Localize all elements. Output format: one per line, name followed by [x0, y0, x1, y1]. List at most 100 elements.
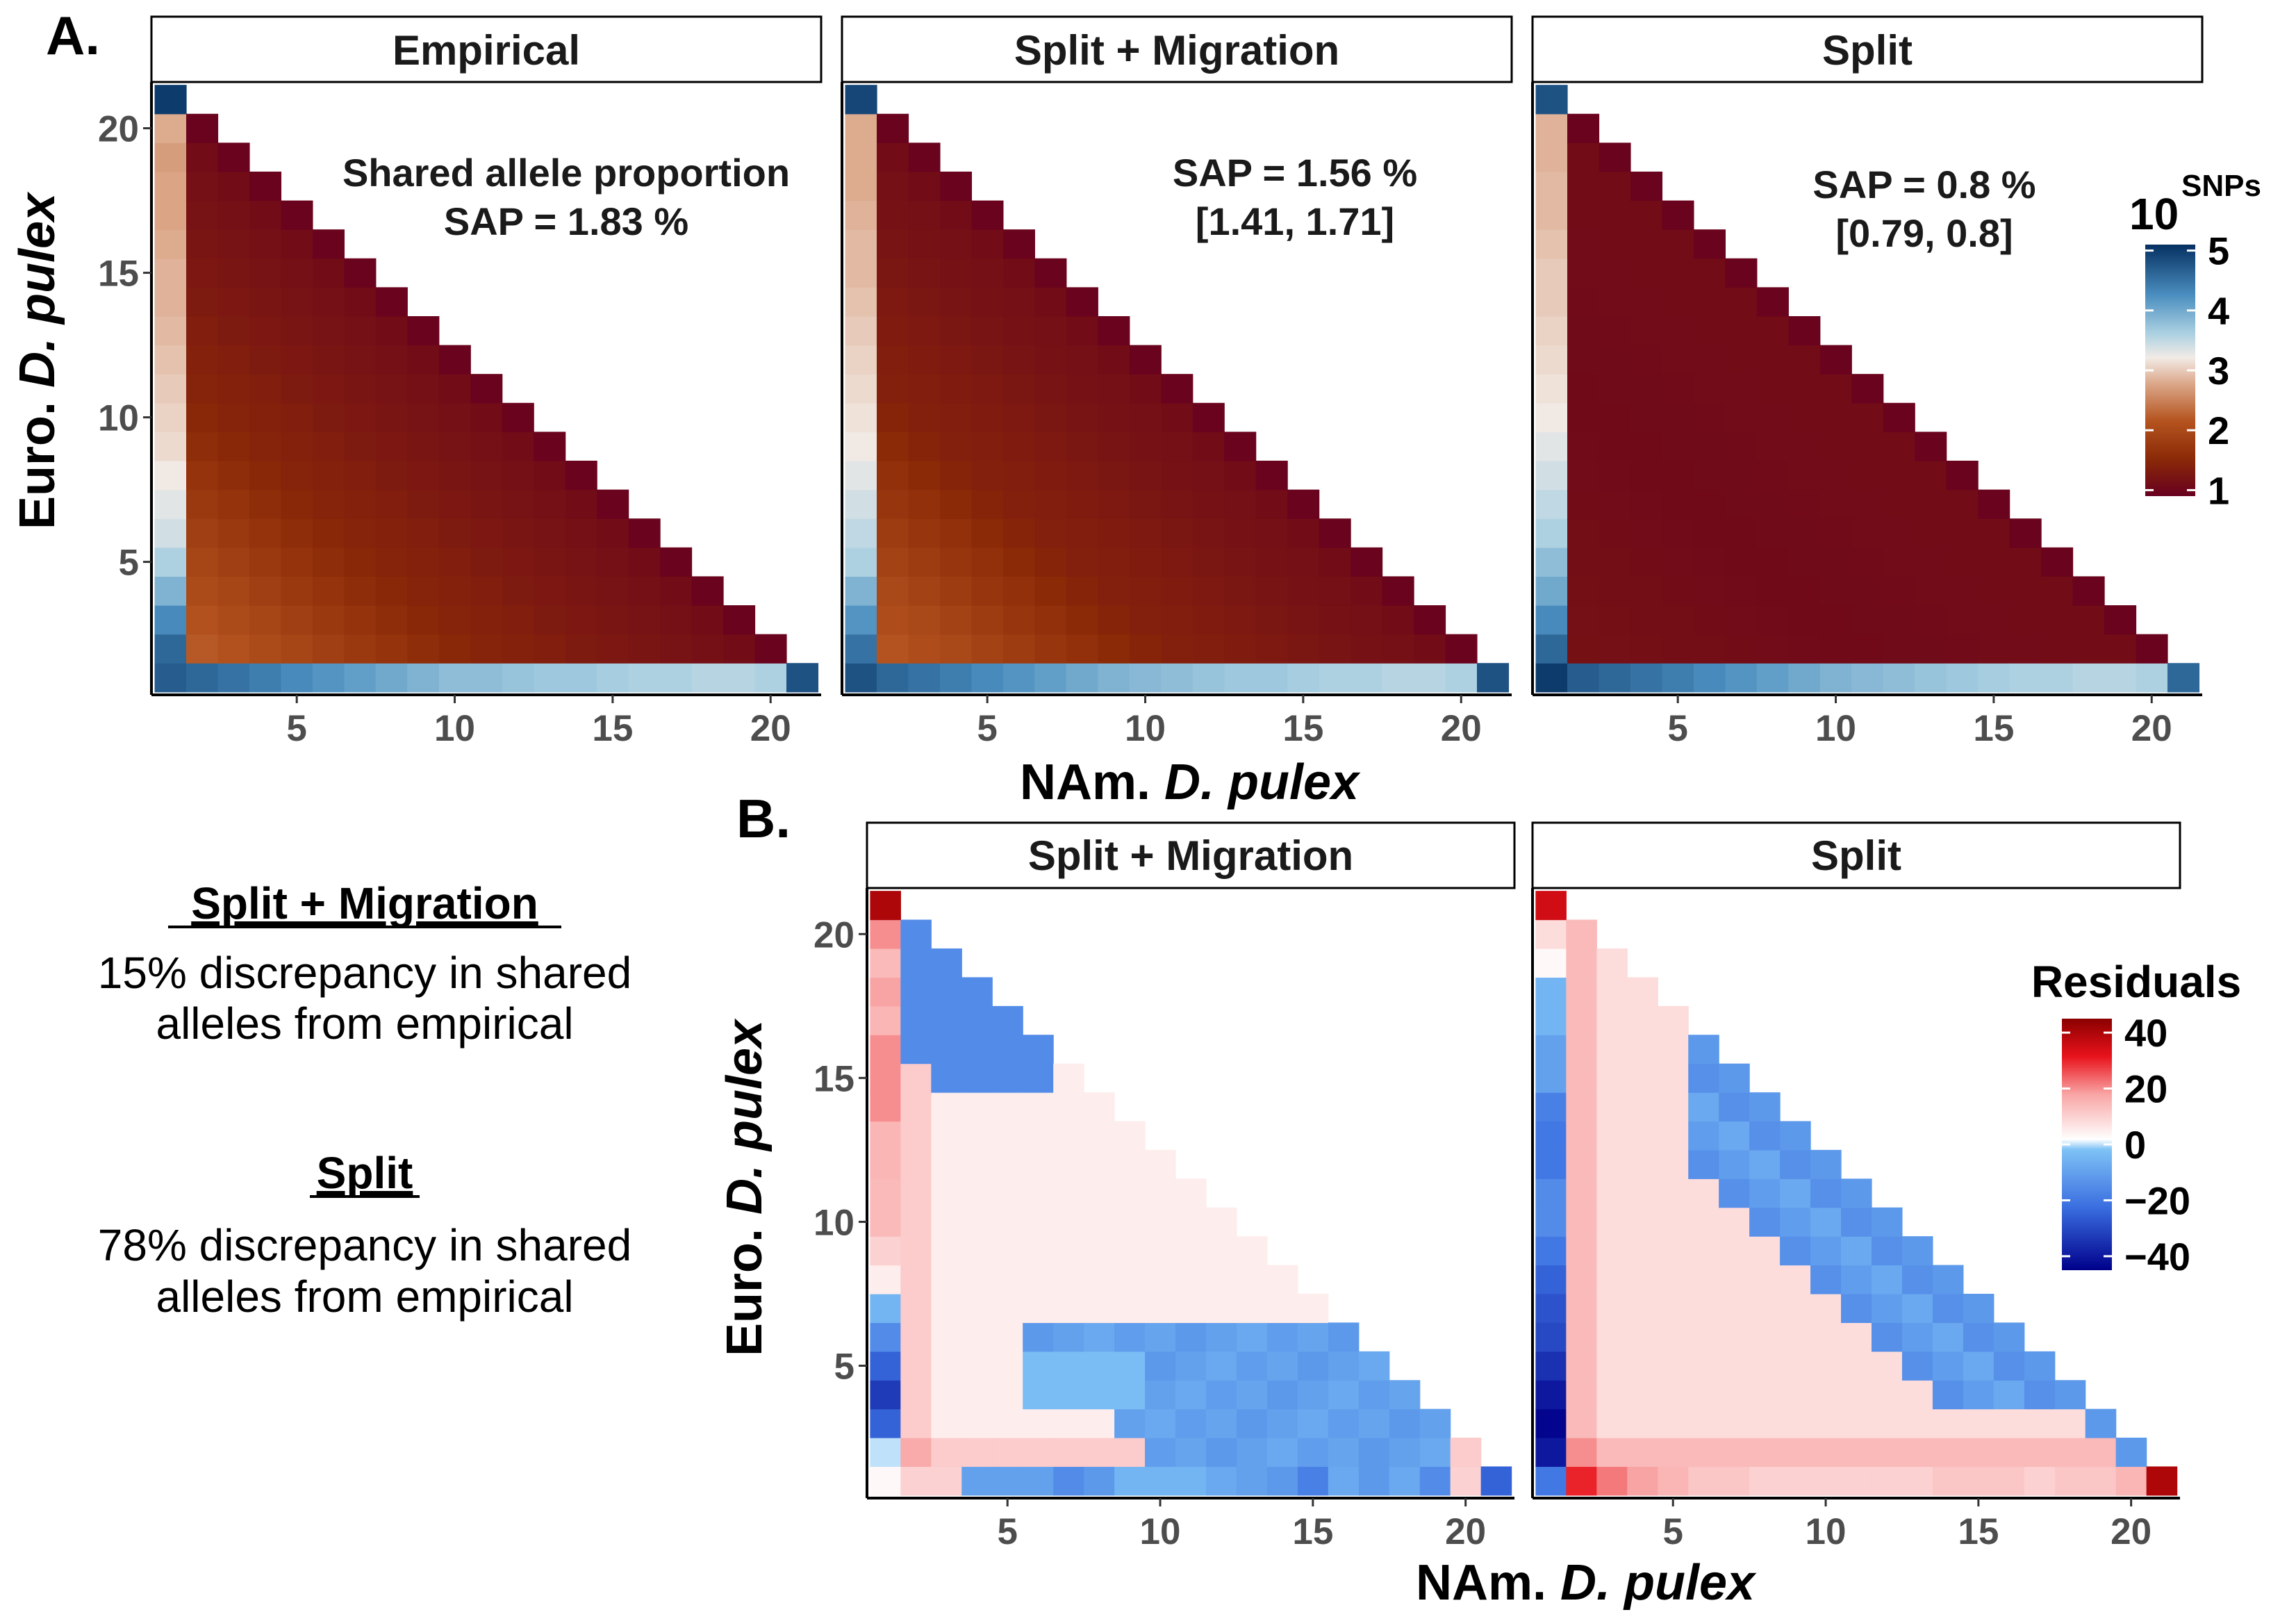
heatmap-cell [961, 1092, 993, 1122]
heatmap-cell [154, 142, 187, 172]
heatmap-cell [1749, 1178, 1781, 1208]
heatmap-cell [1719, 1178, 1750, 1208]
heatmap-cell [877, 634, 909, 664]
panel-b-letter: B. [736, 788, 791, 849]
heatmap-cell [961, 977, 993, 1007]
heatmap-cell [1205, 1293, 1237, 1323]
y-tick-label: 5 [119, 543, 139, 584]
heatmap-cell [344, 345, 377, 375]
heatmap-cell [2024, 1438, 2056, 1468]
heatmap-cell [1871, 1438, 1903, 1468]
heatmap-cell [1627, 1149, 1658, 1179]
heatmap-cell [2146, 1466, 2178, 1496]
heatmap-cell [971, 374, 1004, 404]
y-axis-title-b: Euro. D. pulex [717, 1018, 773, 1356]
heatmap-cell [877, 315, 909, 346]
heatmap-cell [900, 948, 932, 978]
heatmap-cell [1098, 374, 1130, 404]
x-tick-label: 10 [1815, 708, 1856, 749]
axes-empirical: 5 10 15 20 5 10 15 20 [98, 82, 821, 749]
heatmap-cell [1535, 1293, 1567, 1323]
heatmap-cell [1915, 461, 1947, 491]
heatmap-cell [1780, 1438, 1811, 1468]
heatmap-cell [502, 663, 534, 693]
heatmap-cell [1963, 1322, 1994, 1352]
heatmap-cell [870, 1005, 901, 1035]
heatmap-cell [1883, 634, 1915, 664]
heatmap-cell [1255, 489, 1288, 519]
heatmap-cell [1978, 489, 2010, 519]
heatmap-cell [931, 1322, 962, 1352]
heatmap-cell [660, 605, 693, 635]
heatmap-cell [992, 1322, 1023, 1352]
heatmap-cell [1662, 432, 1694, 461]
heatmap-cell [1053, 1121, 1084, 1151]
heatmap-cell [1946, 663, 1979, 693]
heatmap-cell [1599, 518, 1631, 548]
heatmap-cell [502, 461, 534, 491]
heatmap-cell [1780, 1408, 1811, 1438]
heatmap-cell [1002, 461, 1035, 491]
heatmap-cell [900, 977, 932, 1007]
heatmap-cell [407, 576, 440, 606]
heatmap-cell [2072, 663, 2105, 693]
heatmap-cell [470, 634, 503, 664]
heatmap-cell [1567, 171, 1600, 202]
heatmap-cell [565, 489, 597, 519]
heatmap-cell [1224, 605, 1257, 635]
heatmap-cell [186, 200, 219, 230]
heatmap-cell [1319, 576, 1351, 606]
heatmap-cell [1002, 258, 1035, 288]
heatmap-cell [1627, 1293, 1658, 1323]
heatmap-cell [470, 432, 503, 461]
heatmap-cell [1175, 1265, 1207, 1295]
heatmap-cell [312, 345, 345, 375]
heatmap-cell [438, 634, 471, 664]
heatmap-cell [971, 287, 1004, 317]
heatmap-cell [217, 432, 250, 461]
heatmap-cell [534, 432, 566, 461]
heatmap-cell [1351, 605, 1383, 635]
heatmap-cell [1915, 432, 1947, 461]
heatmap-cell [2041, 634, 2074, 664]
heatmap-cell [1567, 142, 1600, 172]
heatmap-cell [992, 1063, 1023, 1093]
heatmap-cell [1993, 1322, 2025, 1352]
heatmap-cell [1066, 461, 1098, 491]
heatmap-cell [1756, 547, 1789, 577]
heatmap-cell [1688, 1236, 1719, 1266]
y-tick-label: 15 [813, 1058, 854, 1099]
heatmap-cell [534, 634, 566, 664]
heatmap-cell [154, 374, 187, 404]
heatmap-cell [1566, 1438, 1597, 1468]
legend-tick-label: 5 [2208, 229, 2229, 273]
heatmap-cell [1066, 315, 1098, 346]
heatmap-cell [1034, 432, 1067, 461]
heatmap-cell [845, 518, 877, 548]
heatmap-cell [845, 402, 877, 433]
heatmap-cell [1535, 229, 1568, 259]
heatmap-cell [877, 605, 909, 635]
side-line-2: alleles from empirical [156, 998, 573, 1049]
heatmap-cell [249, 171, 282, 202]
panel-a-split-migration: Split + Migration 5 10 15 20 SAP = 1.56 % [… [841, 15, 1513, 749]
heatmap-cell [375, 663, 408, 693]
heatmap-cell [1023, 1322, 1054, 1352]
heatmap-cell [1535, 1351, 1567, 1381]
heatmap-cell [1819, 374, 1852, 404]
heatmap-cell [900, 1466, 932, 1496]
heatmap-cell [877, 200, 909, 230]
heatmap-cell [154, 345, 187, 375]
heatmap-cell [1719, 1092, 1750, 1122]
heatmap-cell [2041, 576, 2074, 606]
heatmap-cell [1662, 518, 1694, 548]
side-line-1: 15% discrepancy in shared [98, 948, 631, 998]
heatmap-cell [1819, 432, 1852, 461]
heatmap-cell [845, 634, 877, 664]
heatmap-cell [1993, 1351, 2025, 1381]
heatmap-cell [186, 374, 219, 404]
panel-b-split: Split 5 10 15 20 [1531, 821, 2181, 1552]
heatmap-cell [1567, 402, 1600, 433]
x-tick-label: 10 [1806, 1511, 1847, 1552]
heatmap-cell [939, 171, 973, 202]
